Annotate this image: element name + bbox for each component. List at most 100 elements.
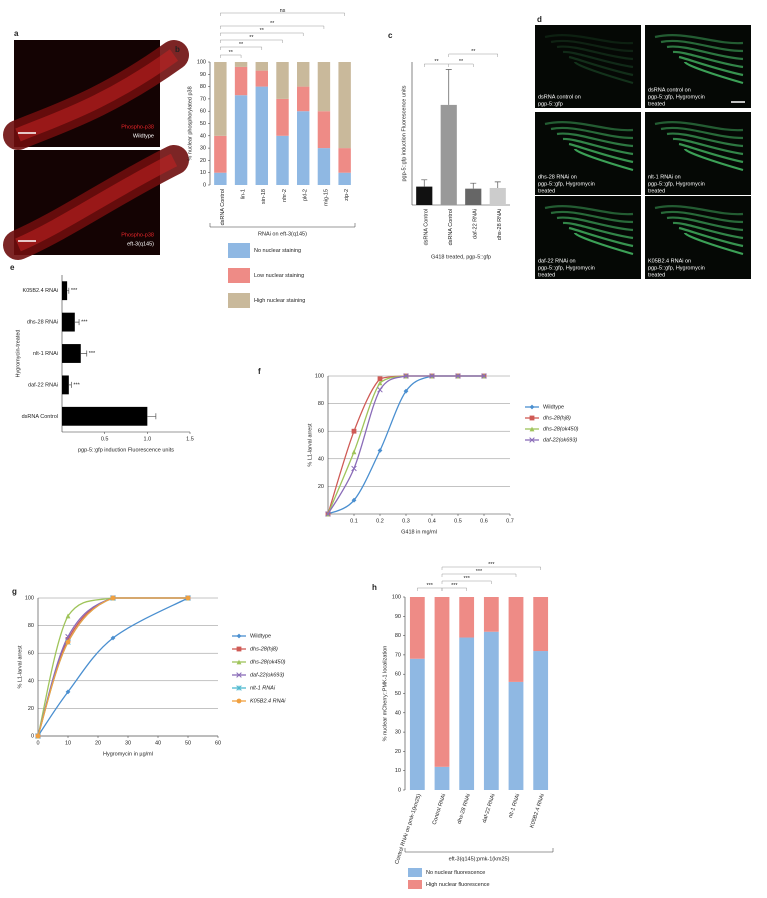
- micrograph: [645, 112, 751, 195]
- worm-signal: [666, 45, 744, 61]
- image-label: pgp-5::gfp, Hygromycin: [648, 94, 705, 100]
- bar: [62, 281, 68, 301]
- bar-segment: [508, 681, 524, 790]
- series-line: [37, 597, 188, 737]
- significance-bracket: [220, 12, 345, 16]
- data-point: [236, 685, 242, 691]
- legend-label: dhs-28(hj8): [250, 646, 278, 652]
- x-tick-label: 0.5: [101, 436, 109, 442]
- y-tick-label: 40: [200, 133, 206, 139]
- y-tick-label: 100: [25, 595, 34, 601]
- bar-segment: [214, 172, 227, 185]
- data-point: [351, 465, 357, 472]
- worm-signal: [550, 210, 634, 224]
- x-tick-label: nhr-2: [282, 189, 288, 202]
- significance-label: ***: [81, 320, 88, 326]
- bar-segment: [276, 135, 289, 185]
- image-label: treated: [538, 272, 555, 278]
- legend-label: Low nuclear staining: [254, 273, 304, 279]
- y-tick-label: 100: [197, 59, 206, 65]
- bar-segment: [533, 597, 549, 652]
- worm-signal: [660, 39, 744, 53]
- data-point: [377, 376, 383, 382]
- significance-label: **: [459, 59, 464, 65]
- panel-letter: f: [258, 367, 261, 376]
- bar-segment: [276, 98, 289, 136]
- x-tick-label: 0.3: [402, 518, 410, 524]
- worm-signal: [678, 142, 744, 164]
- worm-signal: [666, 216, 744, 232]
- y-tick-label: 40: [28, 678, 34, 684]
- y-tick-label: 70: [395, 652, 401, 658]
- significance-bracket: [220, 39, 283, 43]
- y-tick-label: 50: [200, 121, 206, 127]
- bar: [62, 375, 69, 395]
- micrograph: [645, 196, 751, 279]
- micrograph: [535, 112, 641, 195]
- y-tick-label: 0: [398, 787, 401, 793]
- y-tick-label: 40: [395, 710, 401, 716]
- bar-segment: [234, 95, 248, 185]
- x-tick-label: mig-15: [323, 189, 329, 206]
- worm-signal: [568, 55, 634, 77]
- bar-segment: [409, 658, 425, 790]
- data-point: [351, 428, 357, 434]
- x-tick-label: 60: [215, 740, 221, 746]
- series-line: [37, 597, 188, 737]
- x-axis-label: eft-3(q145);pmk-1(km25): [449, 856, 510, 862]
- worm-signal: [660, 126, 744, 140]
- legend-label: daf-22(ok693): [543, 437, 577, 443]
- worm-signal: [556, 216, 634, 232]
- bar-segment: [214, 62, 227, 136]
- image-label: Phospho-p38: [121, 124, 154, 130]
- significance-bracket: [441, 573, 517, 577]
- micrograph: [645, 25, 751, 108]
- error-bar: [494, 181, 501, 188]
- y-tick-label: 90: [395, 614, 401, 620]
- bar: [465, 188, 482, 205]
- series-line: [327, 375, 484, 515]
- worm-signal: [678, 55, 744, 77]
- x-tick-label: 0.5: [454, 518, 462, 524]
- significance-label: ***: [451, 583, 458, 589]
- data-point: [429, 373, 435, 379]
- y-tick-label: 40: [318, 456, 324, 462]
- worm-signal: [562, 50, 634, 69]
- data-point: [65, 639, 71, 645]
- image-label: Wildtype: [133, 133, 154, 139]
- bar-segment: [297, 111, 310, 185]
- x-tick-label: 0.2: [376, 518, 384, 524]
- data-point: [377, 387, 383, 393]
- y-axis-label: % L1-larval arrest: [17, 645, 23, 689]
- image-label: eft-3(q145): [127, 241, 154, 247]
- x-tick-label: pkl-2: [303, 189, 309, 201]
- image-label: dsRNA control on: [648, 87, 691, 93]
- error-bar: [445, 69, 452, 105]
- x-tick-label: dsRNA Control: [448, 209, 454, 245]
- x-tick-label: nlt-1 RNAi: [508, 793, 521, 819]
- error-bar: [147, 413, 157, 420]
- data-point: [185, 595, 191, 601]
- bar-segment: [483, 631, 499, 790]
- x-tick-label: zip-2: [344, 189, 350, 201]
- data-point: [529, 404, 535, 410]
- worm-signal: [562, 221, 634, 240]
- data-point: [236, 646, 242, 652]
- bar-segment: [234, 66, 248, 96]
- worm-signal: [672, 50, 744, 69]
- legend-label: High nuclear staining: [254, 298, 305, 304]
- x-tick-label: daf-22 RNAi: [482, 793, 497, 823]
- bar-segment: [483, 597, 499, 632]
- data-point: [403, 388, 409, 394]
- bar: [62, 406, 148, 426]
- error-bar: [68, 381, 72, 388]
- legend-label: nlt-1 RNAi: [250, 685, 276, 691]
- worm-signal: [544, 121, 634, 132]
- significance-bracket: [441, 587, 467, 591]
- x-tick-label: daf-22 RNAi: [473, 209, 479, 239]
- image-label: dsRNA control on: [538, 94, 581, 100]
- x-tick-label: 0.4: [428, 518, 436, 524]
- bar: [416, 186, 433, 205]
- x-tick-label: 0.6: [480, 518, 488, 524]
- bar-segment: [317, 111, 331, 149]
